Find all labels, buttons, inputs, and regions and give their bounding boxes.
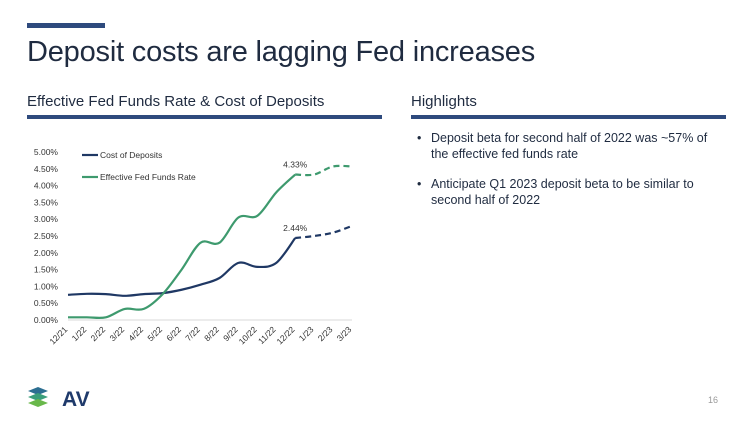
data-label: 2.44% <box>283 223 308 233</box>
y-tick-label: 4.00% <box>34 181 59 191</box>
y-tick-label: 4.50% <box>34 164 59 174</box>
data-label: 4.33% <box>283 160 308 170</box>
y-tick-label: 1.50% <box>34 265 59 275</box>
bullet-icon: • <box>417 177 422 191</box>
x-tick-label: 12/21 <box>47 324 69 346</box>
highlights-rule <box>411 115 726 119</box>
x-tick-label: 6/22 <box>164 324 183 343</box>
rates-line-chart: 0.00% 0.50% 1.00% 1.50% 2.00% 2.50% 3.00% 3.50%… <box>34 147 354 346</box>
y-tick-label: 2.00% <box>34 248 59 258</box>
highlight-item: • Anticipate Q1 2023 deposit beta to be s… <box>417 176 727 208</box>
x-tick-label: 12/22 <box>274 324 296 346</box>
company-logo: AV <box>26 384 106 419</box>
y-tick-label: 0.50% <box>34 298 59 308</box>
slide-title: Deposit costs are lagging Fed increases <box>27 36 536 68</box>
x-tick-label: 7/22 <box>183 324 202 343</box>
y-tick-label: 2.50% <box>34 231 59 241</box>
title-accent-bar <box>27 23 105 28</box>
highlights-list: • Deposit beta for second half of 2022 wa… <box>417 130 727 222</box>
x-tick-label: 1/23 <box>297 324 316 343</box>
highlights-title: Highlights <box>411 93 477 110</box>
series-line <box>67 237 297 297</box>
x-tick-label: 5/22 <box>145 324 164 343</box>
y-tick-label: 0.00% <box>34 315 59 325</box>
x-tick-label: 10/22 <box>237 324 259 346</box>
bullet-icon: • <box>417 131 422 145</box>
y-tick-label: 5.00% <box>34 147 59 157</box>
x-tick-label: 11/22 <box>256 324 278 346</box>
x-tick-label: 2/22 <box>89 324 108 343</box>
x-tick-label: 1/22 <box>70 324 89 343</box>
series-projection-line <box>295 164 353 177</box>
chart-section-rule <box>27 115 382 119</box>
y-tick-label: 3.00% <box>34 214 59 224</box>
legend-label: Effective Fed Funds Rate <box>100 172 196 182</box>
y-tick-label: 1.00% <box>34 281 59 291</box>
chart-section-title: Effective Fed Funds Rate & Cost of Depos… <box>27 93 325 110</box>
highlight-text: Anticipate Q1 2023 deposit beta to be si… <box>431 177 694 207</box>
logo-text: AV <box>62 388 90 411</box>
page-number: 16 <box>707 395 718 405</box>
highlight-item: • Deposit beta for second half of 2022 wa… <box>417 130 727 162</box>
x-tick-label: 2/23 <box>316 324 335 343</box>
y-tick-label: 3.50% <box>34 197 59 207</box>
x-tick-label: 8/22 <box>202 324 221 343</box>
x-tick-label: 3/22 <box>107 324 126 343</box>
series-line <box>67 173 296 320</box>
x-tick-label: 4/22 <box>126 324 145 343</box>
legend-label: Cost of Deposits <box>100 150 162 160</box>
x-tick-label: 3/23 <box>335 324 354 343</box>
logo-mark-icon: AV <box>28 387 90 411</box>
highlight-text: Deposit beta for second half of 2022 was… <box>431 131 708 161</box>
